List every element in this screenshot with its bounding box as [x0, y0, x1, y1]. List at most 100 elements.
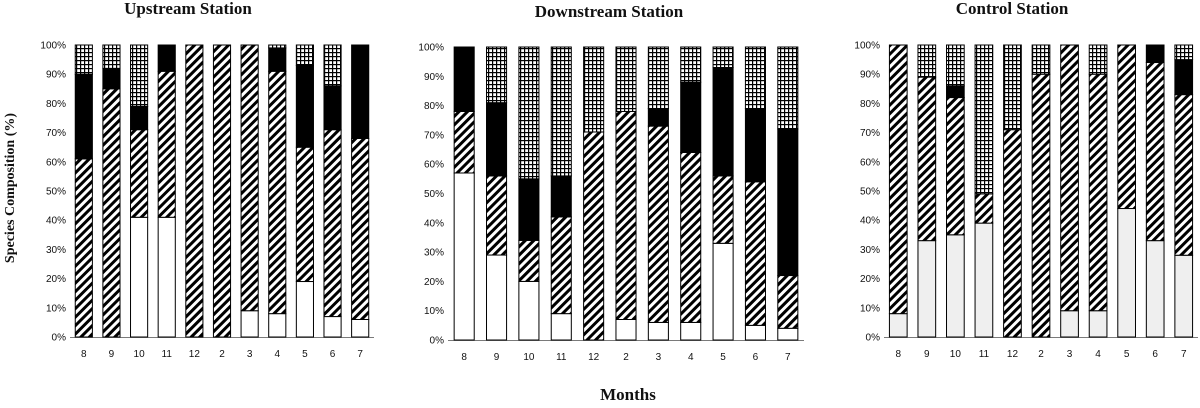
x-tick-label: 4 — [688, 352, 694, 363]
bar-segment-diagonal — [777, 275, 799, 329]
bar-segment-solid — [680, 81, 702, 153]
bar-segment-solid — [268, 47, 287, 72]
y-tick-label: 70% — [424, 130, 444, 141]
bar-segment-solid — [453, 46, 475, 112]
bar-segment-diagonal — [1031, 73, 1051, 338]
bar-segment-grid — [712, 46, 734, 69]
x-tick-label: 10 — [134, 349, 146, 360]
y-tick-label: 60% — [860, 157, 880, 168]
panel-title: Control Station — [956, 0, 1069, 18]
x-tick-label: 12 — [189, 349, 201, 360]
bar-segment-blank — [777, 327, 799, 341]
y-tick-label: 80% — [46, 99, 66, 110]
bar-segment-grid — [1174, 44, 1194, 61]
x-axis-label: Months — [600, 385, 656, 404]
y-tick-label: 50% — [46, 187, 66, 198]
x-tick-label: 12 — [1007, 349, 1019, 360]
bar-segment-grid — [323, 44, 342, 87]
bar-segment-diagonal — [1003, 129, 1022, 338]
bar-segment-blank — [974, 222, 994, 338]
bar-segment-blank — [453, 172, 475, 341]
x-tick-label: 8 — [461, 352, 467, 363]
bar-segment-solid — [550, 175, 572, 218]
y-tick-label: 30% — [860, 245, 880, 256]
y-tick-label: 80% — [424, 101, 444, 112]
bar-segment-diagonal — [74, 158, 93, 338]
bar-segment-blank — [744, 324, 766, 341]
x-tick-label: 6 — [1152, 349, 1158, 360]
y-tick-label: 20% — [424, 277, 444, 288]
y-tick-label: 40% — [424, 218, 444, 229]
x-tick-label: 7 — [357, 349, 363, 360]
x-tick-label: 8 — [81, 349, 87, 360]
bar-segment-grid — [102, 44, 121, 69]
bar-segment-diagonal — [102, 88, 121, 338]
y-tick-label: 90% — [424, 72, 444, 83]
y-tick-label: 20% — [860, 274, 880, 285]
bar-segment-solid — [647, 108, 669, 127]
bar-segment-grid — [1003, 44, 1022, 131]
bar-segment-blank — [1117, 208, 1136, 338]
panel-title: Downstream Station — [535, 2, 684, 21]
y-tick-label: 30% — [424, 248, 444, 259]
bar-segment-diagonal — [240, 44, 259, 312]
bar-segment-blank — [680, 321, 702, 341]
bar-segment-diagonal — [917, 76, 937, 242]
bar-segment-diagonal — [268, 70, 287, 315]
bar-segment-diagonal — [212, 44, 232, 338]
bar-segment-grid — [680, 46, 702, 83]
y-tick-label: 80% — [860, 99, 880, 110]
bar-segment-blank — [1174, 254, 1194, 338]
bar-segment-diagonal — [1145, 62, 1165, 242]
x-tick-label: 5 — [1124, 349, 1130, 360]
bar-segment-diagonal — [1174, 94, 1194, 256]
y-tick-label: 90% — [46, 70, 66, 81]
y-axis-label: Species Composition (%) — [3, 113, 18, 263]
chart-panels: Upstream Station0%10%20%30%40%50%60%70%8… — [40, 0, 1198, 363]
bar-segment-blank — [351, 318, 370, 338]
bar-segment-blank — [157, 216, 176, 338]
bar-segment-diagonal — [157, 70, 176, 218]
bar-segment-blank — [917, 240, 937, 338]
bar-segment-diagonal — [744, 181, 766, 326]
x-tick-label: 3 — [656, 352, 662, 363]
y-tick-label: 70% — [46, 128, 66, 139]
bar-segment-diagonal — [1060, 44, 1079, 312]
bar-segment-grid — [647, 46, 669, 110]
bar-segment-grid — [550, 46, 572, 177]
y-tick-label: 20% — [46, 274, 66, 285]
bar-segment-solid — [74, 73, 93, 160]
bar-segment-grid — [74, 44, 93, 75]
bar-segment-solid — [712, 67, 734, 177]
bar-segment-blank — [615, 318, 637, 341]
x-tick-label: 6 — [330, 349, 336, 360]
bar-segment-grid — [917, 44, 937, 78]
bar-segment-grid — [615, 46, 637, 112]
bar-segment-grid — [946, 44, 965, 87]
bar-segment-diagonal — [615, 110, 637, 320]
y-tick-label: 100% — [854, 41, 880, 52]
bar-segment-diagonal — [946, 97, 965, 236]
y-tick-label: 60% — [46, 157, 66, 168]
bar-segment-solid — [946, 85, 965, 99]
bar-segment-blank — [518, 280, 540, 341]
bar-segment-blank — [1060, 310, 1079, 338]
bar-segment-grid — [583, 46, 605, 133]
bar-segment-blank — [946, 234, 965, 338]
bar-segment-blank — [268, 313, 287, 338]
bar-segment-diagonal — [130, 129, 149, 218]
x-tick-label: 12 — [588, 352, 600, 363]
x-tick-label: 3 — [1067, 349, 1073, 360]
y-tick-label: 60% — [424, 160, 444, 171]
x-tick-label: 2 — [1038, 349, 1044, 360]
chart-panel: Control Station 0% 10% 20% 30% 40% 50% 60% 70% 80… — [854, 0, 1198, 360]
x-tick-label: 2 — [219, 349, 225, 360]
chart-panel: Upstream Station 0% 10% 20% 30% 40% 50% 60% 70% 8… — [40, 0, 374, 360]
y-tick-label: 100% — [418, 43, 444, 54]
y-tick-label: 30% — [46, 245, 66, 256]
x-tick-label: 10 — [523, 352, 535, 363]
bar-segment-diagonal — [647, 125, 669, 323]
bar-segment-blank — [486, 254, 508, 341]
x-tick-label: 10 — [950, 349, 962, 360]
bar-segment-solid — [295, 64, 314, 148]
